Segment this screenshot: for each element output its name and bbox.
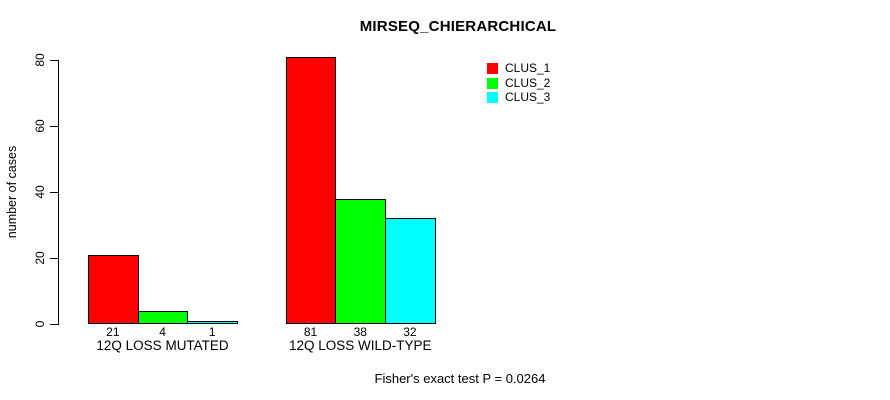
bar-value-label: 32 [403,325,417,339]
chart-title: MIRSEQ_CHIERARCHICAL [359,18,557,35]
bar-clus_2-1 [137,311,189,324]
y-tick-mark [50,60,58,61]
y-tick-label: 80 [33,53,47,67]
bar-value-label: 4 [159,325,166,339]
bar-value-label: 81 [303,325,318,339]
bar-clus_1-2 [285,57,337,324]
bar-value-label: 21 [106,325,120,339]
legend-item: CLUS_1 [487,61,551,75]
stat-test-caption: Fisher's exact test P = 0.0264 [374,371,546,386]
y-tick-mark [50,258,58,259]
bar-clus_3-2 [385,218,436,324]
legend-label: CLUS_1 [505,61,551,75]
legend: CLUS_1 CLUS_2 CLUS_3 [487,61,551,104]
legend-label: CLUS_2 [505,75,551,90]
y-axis [58,60,59,325]
legend-swatch-icon [487,63,498,75]
legend-label: CLUS_3 [505,90,551,104]
bar-value-label: 38 [353,325,367,339]
y-tick-label: 40 [33,185,47,199]
y-tick-label: 20 [33,251,47,265]
y-tick-mark [50,126,58,127]
y-tick-mark [50,324,58,325]
category-label: 12Q LOSS MUTATED [96,338,229,353]
legend-item: CLUS_3 [487,90,551,104]
legend-item: CLUS_2 [487,75,551,90]
y-tick-label: 60 [33,119,47,133]
legend-swatch-icon [487,77,498,89]
y-tick-label: 0 [33,320,47,328]
y-tick-mark [50,192,58,193]
bar-clus_3-1 [187,321,239,324]
y-axis-label: number of cases [5,145,19,239]
bar-clus_1-1 [88,255,139,324]
bar-clus_2-2 [335,199,387,324]
bar-value-label: 1 [208,325,216,339]
category-label: 12Q LOSS WILD-TYPE [288,338,432,353]
legend-swatch-icon [487,92,498,104]
